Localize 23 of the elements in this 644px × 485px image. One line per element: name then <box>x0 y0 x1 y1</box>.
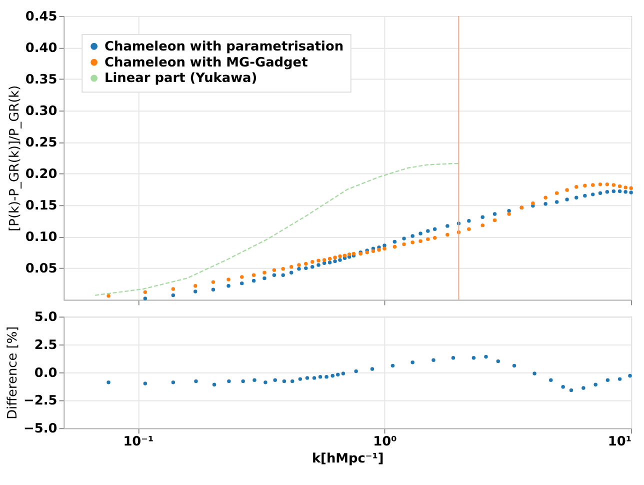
y-tick-label: 0.0 <box>34 366 58 381</box>
y-tick-label: −5.0 <box>24 422 58 437</box>
y-tick-label: 0.45 <box>25 10 58 25</box>
x-tick-label: 10⁻¹ <box>123 434 154 450</box>
y-tick-label: 0.10 <box>25 230 58 246</box>
y-tick-label: 0.20 <box>25 167 58 182</box>
x-tick-label: 10¹ <box>608 434 632 450</box>
y-tick-label: 0.05 <box>25 262 58 277</box>
y-tick-label: 2.5 <box>34 338 58 353</box>
y-axis-title: Difference [%] <box>6 326 20 420</box>
y-tick-label: −2.5 <box>24 394 58 409</box>
y-tick-label: 0.25 <box>25 136 58 151</box>
y-tick-label: 0.40 <box>25 41 58 56</box>
x-tick-label: 10⁰ <box>373 434 398 450</box>
y-tick-label: 0.35 <box>25 72 58 88</box>
legend-label: Linear part (Yukawa) <box>104 71 258 86</box>
legend-label: Chameleon with parametrisation <box>104 39 344 54</box>
x-axis-title: k[hMpc⁻¹] <box>312 451 384 466</box>
y-tick-label: 5.0 <box>34 310 58 326</box>
y-tick-label: 0.30 <box>25 104 58 120</box>
y-tick-label: 0.15 <box>25 198 58 214</box>
y-axis-title: [P(k)-P_GR(k)]/P_GR(k) <box>7 85 22 232</box>
legend-label: Chameleon with MG-Gadget <box>104 55 308 70</box>
